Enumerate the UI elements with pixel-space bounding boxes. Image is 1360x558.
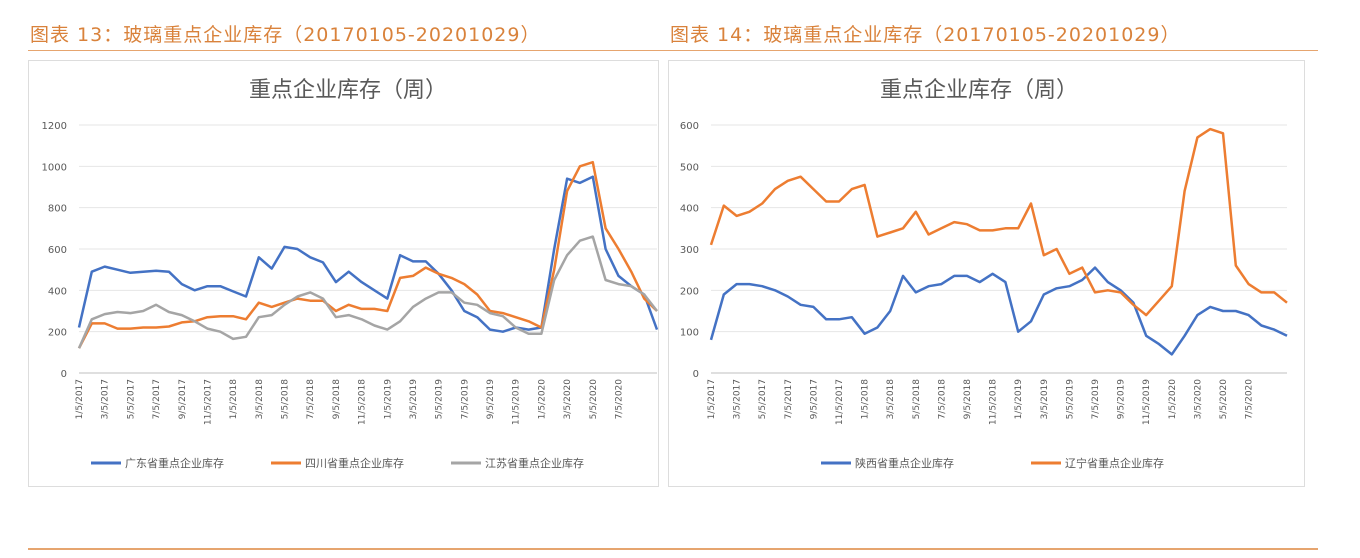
- y-tick-label: 1000: [42, 162, 67, 173]
- x-tick-label: 7/5/2018: [306, 379, 316, 420]
- x-tick-label: 5/5/2020: [1219, 379, 1229, 420]
- x-tick-label: 9/5/2018: [963, 379, 973, 420]
- x-tick-label: 1/5/2020: [537, 379, 547, 420]
- x-tick-label: 11/5/2019: [512, 379, 522, 425]
- x-tick-label: 7/5/2020: [614, 379, 624, 420]
- x-tick-label: 3/5/2017: [101, 379, 111, 419]
- y-tick-label: 800: [48, 204, 67, 215]
- x-tick-label: 9/5/2018: [332, 379, 342, 420]
- x-tick-label: 5/5/2017: [126, 379, 136, 419]
- x-tick-label: 3/5/2019: [1040, 379, 1050, 420]
- x-tick-label: 3/5/2019: [409, 379, 419, 420]
- y-tick-label: 400: [48, 286, 67, 297]
- x-tick-label: 3/5/2018: [886, 379, 896, 420]
- x-tick-label: 11/5/2018: [989, 379, 999, 425]
- legend-label: 广东省重点企业库存: [125, 456, 224, 470]
- x-tick-label: 1/5/2020: [1168, 379, 1178, 420]
- x-tick-label: 7/5/2017: [152, 379, 162, 419]
- x-tick-label: 5/5/2019: [435, 379, 445, 420]
- x-tick-label: 7/5/2018: [937, 379, 947, 420]
- x-tick-label: 9/5/2019: [1117, 379, 1127, 420]
- y-tick-label: 600: [48, 245, 67, 256]
- legend-label: 江苏省重点企业库存: [485, 456, 584, 470]
- x-tick-label: 7/5/2017: [784, 379, 794, 419]
- x-tick-label: 1/5/2018: [229, 379, 239, 420]
- x-tick-label: 7/5/2019: [1091, 379, 1101, 420]
- x-tick-label: 5/5/2018: [281, 379, 291, 420]
- x-tick-label: 11/5/2018: [358, 379, 368, 425]
- y-tick-label: 200: [48, 328, 67, 339]
- series-line-1: [77, 175, 658, 333]
- x-tick-label: 9/5/2017: [178, 379, 188, 419]
- chart-14-panel: 重点企业库存（周） 0 100 200 300 400 500 600 1/5/2017 3/5/…: [668, 60, 1305, 487]
- chart-13-panel: 重点企业库存（周） 0 200 400 600 800 1000 1200 1/5/2017 3/…: [28, 60, 659, 487]
- x-tick-label: 3/5/2018: [255, 379, 265, 420]
- x-tick-label: 5/5/2017: [758, 379, 768, 419]
- x-tick-label: 3/5/2017: [733, 379, 743, 419]
- x-tick-label: 9/5/2017: [809, 379, 819, 419]
- chart-title: 重点企业库存（周）: [880, 78, 1078, 103]
- x-tick-label: 3/5/2020: [563, 379, 573, 420]
- x-tick-label: 1/5/2017: [75, 379, 85, 419]
- x-tick-label: 7/5/2020: [1245, 379, 1255, 420]
- legend-label: 辽宁省重点企业库存: [1065, 456, 1164, 470]
- x-tick-label: 1/5/2017: [707, 379, 717, 419]
- y-tick-label: 100: [680, 328, 699, 339]
- y-tick-label: 500: [680, 162, 699, 173]
- y-tick-label: 300: [680, 245, 699, 256]
- y-tick-label: 1200: [42, 121, 67, 132]
- figure-14-caption: 图表 14：玻璃重点企业库存（20170105-20201029）: [670, 24, 1181, 46]
- series-line-1: [709, 266, 1288, 356]
- chart-14: 重点企业库存（周） 0 100 200 300 400 500 600 1/5/2017 3/5/…: [680, 78, 1288, 470]
- x-tick-label: 3/5/2020: [1193, 379, 1203, 420]
- series-line-3: [77, 235, 658, 349]
- caption-divider: [28, 50, 1318, 51]
- figure-13-caption: 图表 13：玻璃重点企业库存（20170105-20201029）: [30, 24, 541, 46]
- x-tick-label: 1/5/2019: [383, 379, 393, 420]
- legend-label: 陕西省重点企业库存: [855, 456, 954, 470]
- x-tick-label: 5/5/2020: [589, 379, 599, 420]
- chart-13: 重点企业库存（周） 0 200 400 600 800 1000 1200 1/5/2017 3/…: [42, 78, 658, 470]
- y-tick-label: 600: [680, 121, 699, 132]
- footer-divider: [28, 548, 1318, 550]
- chart-title: 重点企业库存（周）: [249, 78, 447, 103]
- y-tick-label: 400: [680, 204, 699, 215]
- x-tick-label: 5/5/2018: [912, 379, 922, 420]
- x-tick-label: 1/5/2019: [1014, 379, 1024, 420]
- y-tick-label: 0: [61, 369, 67, 380]
- x-tick-label: 11/5/2017: [835, 379, 845, 425]
- legend-label: 四川省重点企业库存: [305, 456, 404, 470]
- x-tick-label: 5/5/2019: [1065, 379, 1075, 420]
- x-tick-label: 11/5/2017: [203, 379, 213, 425]
- y-tick-label: 0: [693, 369, 699, 380]
- x-tick-label: 7/5/2019: [460, 379, 470, 420]
- x-tick-label: 1/5/2018: [861, 379, 871, 420]
- series-line-2: [77, 160, 658, 349]
- x-tick-label: 11/5/2019: [1142, 379, 1152, 425]
- y-tick-label: 200: [680, 286, 699, 297]
- x-tick-label: 9/5/2019: [486, 379, 496, 420]
- series-line-2: [709, 127, 1288, 317]
